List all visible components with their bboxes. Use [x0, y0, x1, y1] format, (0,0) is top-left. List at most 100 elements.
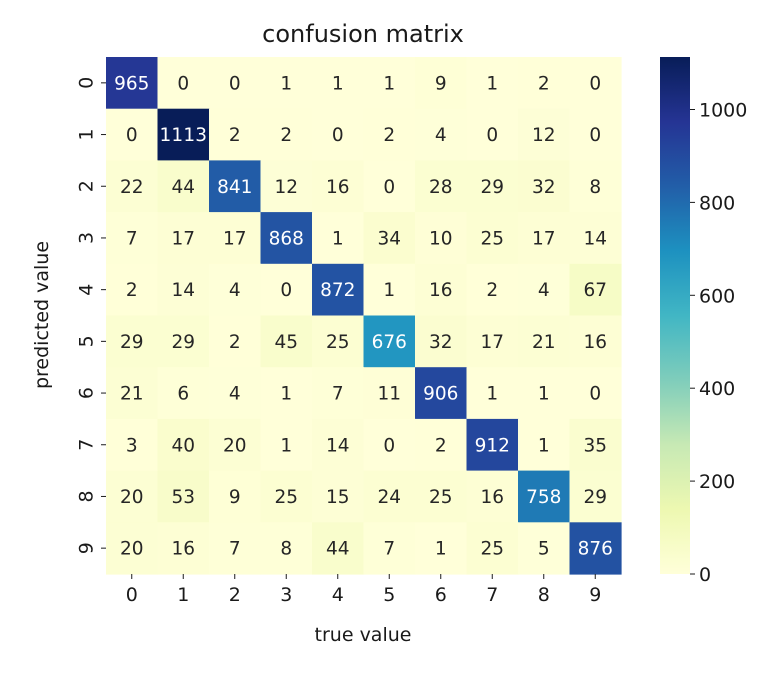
- cell-value-label: 2: [126, 280, 138, 301]
- cell-value-label: 1: [538, 384, 550, 405]
- cell-value-label: 16: [171, 539, 195, 560]
- cell-value-label: 22: [120, 177, 144, 198]
- heatmap-cell: [415, 263, 468, 317]
- heatmap-cell: [518, 315, 571, 368]
- cell-value-label: 6: [177, 384, 189, 405]
- heatmap-cell: [518, 160, 571, 213]
- heatmap-cell: [415, 367, 468, 420]
- heatmap-cell: [518, 418, 571, 472]
- cell-value-label: 44: [326, 539, 350, 560]
- heatmap-cell: [466, 315, 519, 368]
- cell-value-label: 16: [480, 487, 504, 508]
- x-tick-label: 7: [486, 584, 498, 606]
- heatmap-cell: [363, 418, 416, 472]
- y-tick-label: 1: [76, 129, 98, 141]
- y-tick-label: 5: [76, 335, 98, 347]
- cell-value-label: 17: [171, 228, 195, 249]
- heatmap-cell: [312, 108, 365, 161]
- heatmap-cell: [260, 315, 313, 368]
- cell-value-label: 1113: [160, 125, 208, 146]
- cell-value-label: 876: [578, 539, 613, 560]
- x-tick-label: 2: [229, 584, 241, 606]
- heatmap-cell: [209, 263, 262, 317]
- cell-value-label: 868: [269, 228, 304, 249]
- cell-value-label: 1: [486, 384, 498, 405]
- heatmap-cell-labels: 965 0 0 1 1 1 9 1 2 00 1113 2 2 0 2 4 0 12 022 44 841 12 16 0 28…: [114, 73, 613, 559]
- cell-value-label: 9: [229, 487, 241, 508]
- y-tick-label: 9: [76, 542, 98, 554]
- heatmap-cell: [466, 470, 519, 523]
- cell-value-label: 16: [429, 280, 453, 301]
- heatmap-cell: [312, 212, 365, 265]
- heatmap-cell: [569, 108, 622, 161]
- heatmap-cell: [312, 315, 365, 368]
- heatmap-cell: [363, 108, 416, 161]
- cell-value-label: 17: [480, 332, 504, 353]
- heatmap-cell: [466, 108, 519, 161]
- heatmap-cell: [466, 160, 519, 213]
- heatmap-cell: [415, 57, 468, 110]
- cell-value-label: 29: [171, 332, 195, 353]
- heatmap-cell: [312, 522, 365, 575]
- heatmap-cell: [415, 418, 468, 472]
- heatmap-cell: [363, 470, 416, 523]
- cell-value-label: 1: [383, 280, 395, 301]
- heatmap-cell: [312, 160, 365, 213]
- heatmap-cell: [312, 470, 365, 523]
- cell-value-label: 21: [120, 384, 144, 405]
- cell-value-label: 14: [326, 435, 350, 456]
- x-axis-ticks: 0 1 2 3 4 5 6 7 8 9: [126, 574, 601, 606]
- cell-value-label: 17: [223, 228, 247, 249]
- heatmap-cell: [518, 263, 571, 317]
- heatmap-cell: [466, 367, 519, 420]
- cell-value-label: 1: [280, 435, 292, 456]
- cell-value-label: 7: [332, 384, 344, 405]
- cell-value-label: 67: [583, 280, 607, 301]
- y-tick-label: 7: [76, 439, 98, 451]
- heatmap-cell: [518, 522, 571, 575]
- y-tick-label: 4: [76, 284, 98, 296]
- cell-value-label: 16: [583, 332, 607, 353]
- cell-value-label: 8: [280, 539, 292, 560]
- cell-value-label: 10: [429, 228, 453, 249]
- cell-value-label: 2: [229, 332, 241, 353]
- heatmap-cell: [415, 160, 468, 213]
- heatmap-cell: [312, 367, 365, 420]
- heatmap-cell: [363, 315, 416, 368]
- cell-value-label: 15: [326, 487, 350, 508]
- cell-value-label: 5: [538, 539, 550, 560]
- cell-value-label: 28: [429, 177, 453, 198]
- cell-value-label: 45: [274, 332, 298, 353]
- cell-value-label: 29: [120, 332, 144, 353]
- cell-value-label: 29: [480, 177, 504, 198]
- y-axis-ticks: 0 1 2 3 4 5 6 7 8 9: [76, 77, 106, 554]
- cell-value-label: 40: [171, 435, 195, 456]
- heatmap-cell: [260, 57, 313, 110]
- cell-value-label: 4: [229, 280, 241, 301]
- cell-value-label: 2: [486, 280, 498, 301]
- heatmap-cell: [518, 470, 571, 523]
- x-tick-label: 0: [126, 584, 138, 606]
- cell-value-label: 1: [280, 384, 292, 405]
- heatmap-cell: [157, 367, 210, 420]
- x-axis-label: true value: [315, 624, 412, 646]
- heatmap-cell: [260, 263, 313, 317]
- cell-value-label: 676: [372, 332, 407, 353]
- y-tick-label: 8: [76, 490, 98, 502]
- heatmap-cell: [106, 418, 159, 472]
- heatmap-cell: [260, 160, 313, 213]
- cell-value-label: 25: [429, 487, 453, 508]
- colorbar-tick-label: 800: [699, 192, 735, 214]
- cell-value-label: 12: [532, 125, 556, 146]
- cell-value-label: 1: [486, 73, 498, 94]
- heatmap-cell: [518, 212, 571, 265]
- heatmap-cell: [569, 315, 622, 368]
- heatmap-cell: [415, 108, 468, 161]
- heatmap-cell: [260, 108, 313, 161]
- heatmap-cell: [518, 57, 571, 110]
- cell-value-label: 1: [332, 73, 344, 94]
- heatmap-cell: [415, 315, 468, 368]
- heatmap-cell: [157, 315, 210, 368]
- y-tick-label: 6: [76, 387, 98, 399]
- heatmap-cell: [106, 212, 159, 265]
